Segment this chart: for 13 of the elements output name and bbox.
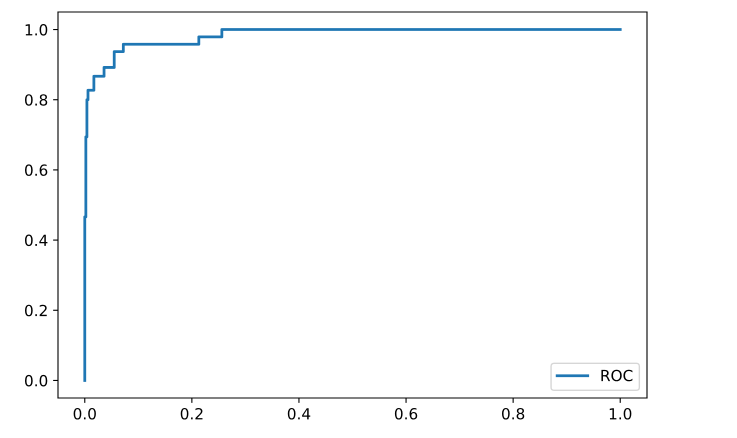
- y-tick-label: 0.8: [24, 94, 48, 106]
- legend-label: ROC: [601, 370, 632, 382]
- x-tick-label: 0.8: [502, 408, 524, 420]
- y-tick-label: 0.2: [24, 304, 47, 316]
- x-tick-label: 1.0: [610, 408, 632, 420]
- x-tick-label: 0.4: [288, 408, 310, 420]
- x-tick-label: 0.2: [180, 408, 202, 420]
- x-tick-label: 0.6: [394, 408, 418, 420]
- y-tick-label: 0.4: [24, 234, 48, 246]
- y-tick-label: 1.0: [26, 24, 48, 36]
- y-tick-label: 0.0: [24, 374, 48, 386]
- x-tick-label: 0.0: [74, 408, 96, 420]
- y-tick-label: 0.6: [24, 164, 48, 176]
